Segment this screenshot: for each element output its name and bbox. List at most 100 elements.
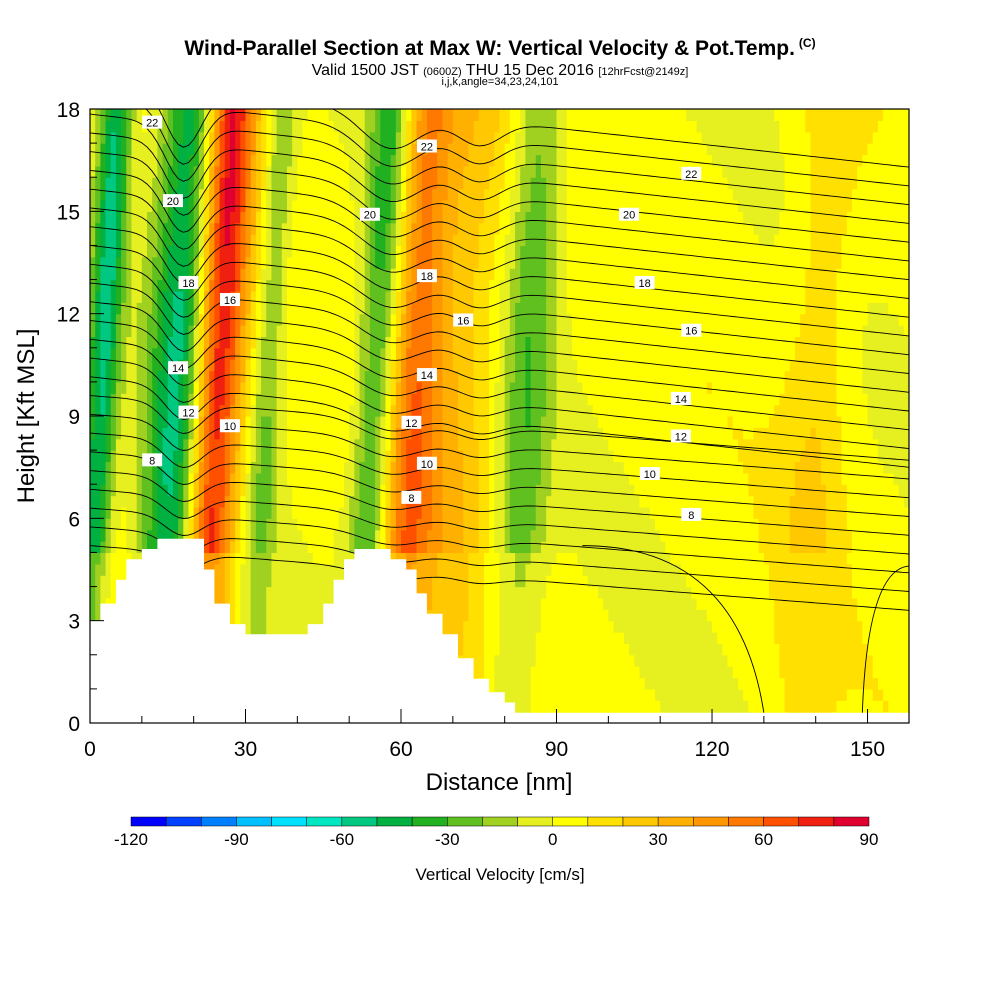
velocity-cell bbox=[447, 586, 454, 599]
velocity-cell bbox=[266, 597, 273, 610]
velocity-cell bbox=[406, 279, 412, 292]
velocity-cell bbox=[147, 438, 153, 451]
velocity-cell bbox=[478, 506, 485, 519]
velocity-cell bbox=[147, 154, 153, 167]
velocity-cell bbox=[131, 347, 138, 360]
velocity-cell bbox=[183, 347, 190, 360]
velocity-cell bbox=[276, 256, 283, 269]
velocity-cell bbox=[271, 199, 278, 212]
velocity-cell bbox=[286, 325, 293, 338]
velocity-cell bbox=[343, 506, 350, 519]
velocity-cell bbox=[95, 450, 101, 463]
velocity-cell bbox=[318, 370, 324, 383]
velocity-cell bbox=[276, 336, 283, 349]
velocity-cell bbox=[147, 268, 153, 281]
velocity-cell bbox=[426, 302, 433, 315]
velocity-cell bbox=[302, 597, 309, 610]
velocity-cell bbox=[395, 290, 402, 303]
velocity-cell bbox=[338, 347, 345, 360]
velocity-cell bbox=[229, 234, 236, 247]
velocity-cell bbox=[432, 404, 438, 417]
velocity-cell bbox=[126, 245, 133, 258]
velocity-cell bbox=[198, 450, 205, 463]
velocity-cell bbox=[540, 495, 547, 508]
velocity-cell bbox=[468, 438, 475, 451]
velocity-cell bbox=[556, 256, 563, 269]
velocity-cell bbox=[504, 529, 511, 542]
velocity-cell bbox=[302, 461, 309, 474]
velocity-cell bbox=[463, 461, 469, 474]
velocity-cell bbox=[250, 177, 257, 190]
velocity-cell bbox=[504, 199, 511, 212]
velocity-cell bbox=[458, 279, 464, 292]
velocity-cell bbox=[245, 381, 252, 394]
velocity-cell bbox=[297, 234, 304, 247]
velocity-cell bbox=[250, 188, 257, 201]
velocity-cell bbox=[421, 552, 428, 565]
velocity-cell bbox=[338, 234, 345, 247]
velocity-cell bbox=[224, 211, 231, 224]
velocity-cell bbox=[406, 325, 412, 338]
velocity-cell bbox=[515, 234, 521, 247]
velocity-cell bbox=[432, 552, 438, 565]
velocity-cell bbox=[328, 563, 335, 576]
velocity-cell bbox=[385, 256, 392, 269]
velocity-cell bbox=[478, 245, 485, 258]
velocity-cell bbox=[193, 199, 200, 212]
velocity-cell bbox=[556, 472, 563, 485]
velocity-cell bbox=[105, 552, 112, 565]
velocity-cell bbox=[105, 450, 112, 463]
velocity-cell bbox=[489, 438, 495, 451]
velocity-cell bbox=[105, 177, 112, 190]
velocity-cell bbox=[271, 552, 278, 565]
velocity-cell bbox=[494, 666, 501, 679]
velocity-cell bbox=[540, 245, 547, 258]
velocity-cell bbox=[447, 563, 454, 576]
velocity-cell bbox=[281, 177, 288, 190]
velocity-cell bbox=[312, 416, 319, 428]
velocity-cell bbox=[369, 154, 376, 167]
velocity-cell bbox=[297, 165, 304, 178]
velocity-cell bbox=[172, 506, 179, 519]
velocity-cell bbox=[406, 404, 412, 417]
velocity-cell bbox=[561, 461, 568, 474]
velocity-cell bbox=[530, 632, 537, 645]
velocity-cell bbox=[250, 438, 257, 451]
velocity-cell bbox=[509, 666, 516, 679]
velocity-cell bbox=[110, 211, 117, 224]
velocity-cell bbox=[266, 586, 273, 599]
velocity-cell bbox=[540, 404, 547, 417]
velocity-cell bbox=[525, 165, 532, 178]
velocity-cell bbox=[178, 222, 184, 235]
velocity-cell bbox=[343, 541, 350, 554]
velocity-cell bbox=[276, 211, 283, 224]
velocity-cell bbox=[271, 245, 278, 258]
velocity-cell bbox=[401, 506, 407, 519]
velocity-cell bbox=[369, 290, 376, 303]
velocity-cell bbox=[172, 143, 179, 156]
velocity-cell bbox=[281, 131, 288, 144]
velocity-cell bbox=[312, 563, 319, 576]
velocity-cell bbox=[551, 688, 558, 701]
velocity-cell bbox=[354, 245, 361, 258]
velocity-cell bbox=[458, 234, 464, 247]
velocity-cell bbox=[437, 313, 444, 326]
velocity-cell bbox=[100, 416, 107, 428]
velocity-cell bbox=[307, 234, 314, 247]
velocity-cell bbox=[302, 393, 309, 406]
velocity-cell bbox=[458, 154, 464, 167]
velocity-cell bbox=[473, 563, 480, 576]
velocity-cell bbox=[276, 234, 283, 247]
velocity-cell bbox=[540, 597, 547, 610]
velocity-cell bbox=[515, 268, 521, 281]
velocity-cell bbox=[390, 211, 397, 224]
velocity-cell bbox=[432, 131, 438, 144]
velocity-cell bbox=[121, 290, 127, 303]
velocity-cell bbox=[297, 518, 304, 531]
velocity-cell bbox=[551, 404, 558, 417]
velocity-cell bbox=[468, 472, 475, 485]
velocity-cell bbox=[401, 427, 407, 440]
velocity-cell bbox=[261, 495, 267, 508]
velocity-cell bbox=[442, 279, 449, 292]
velocity-cell bbox=[406, 120, 412, 133]
